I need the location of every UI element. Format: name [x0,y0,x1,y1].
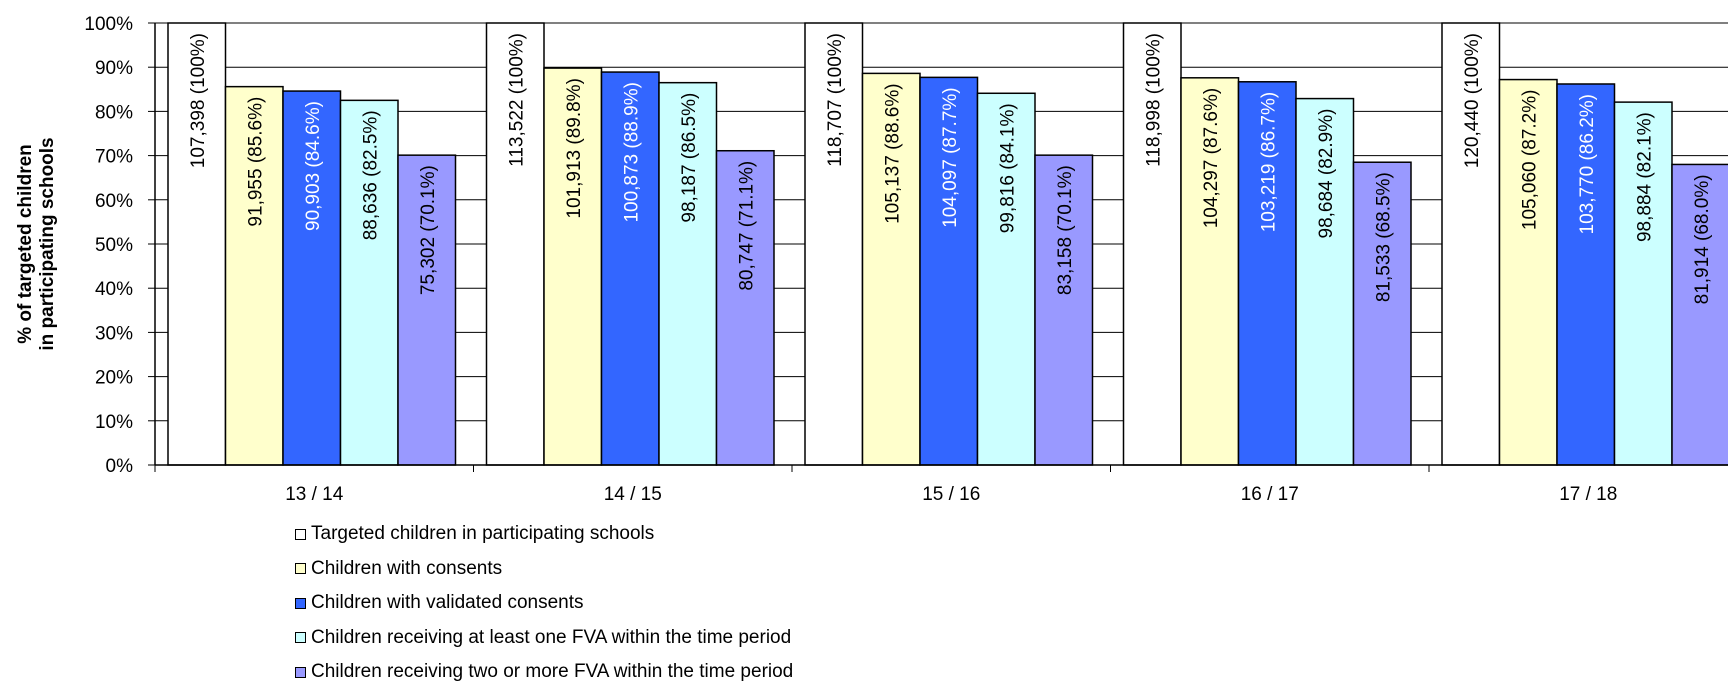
legend-swatch [295,563,306,575]
legend-label: Targeted children in participating schoo… [311,523,655,545]
x-tick-label: 15 / 16 [922,484,980,505]
y-tick-label: 0% [106,456,134,477]
x-tick-label: 14 / 15 [604,484,662,505]
legend-swatch [295,597,306,609]
y-tick-label: 30% [95,323,133,344]
data-label: 75,302 (70.1%) [418,165,439,295]
data-label: 105,137 (88.6%) [882,83,903,224]
data-label: 81,533 (68.5%) [1373,172,1394,302]
y-axis-title-line: in participating schools [37,137,58,350]
data-label: 98,684 (82.9%) [1316,109,1337,239]
legend: Targeted children in participating schoo… [295,517,793,690]
legend-label: Children with consents [311,557,503,579]
data-label: 113,522 (100%) [506,33,527,167]
y-tick-label: 20% [95,368,133,389]
legend-item: Targeted children in participating schoo… [295,517,793,552]
bar [339,99,399,466]
data-label: 80,747 (71.1%) [736,161,757,291]
data-label: 83,158 (70.1%) [1055,165,1076,295]
data-label: 118,998 (100%) [1143,33,1164,167]
legend-label: Children receiving two or more FVA withi… [311,661,794,683]
data-label: 120,440 (100%) [1462,33,1483,168]
bar [1122,22,1182,466]
data-label: 104,297 (87.6%) [1201,88,1222,229]
data-label: 107,398 (100%) [188,33,209,168]
bar [861,72,921,466]
y-tick-label: 100% [84,14,133,35]
bar [1180,77,1240,466]
data-label: 98,884 (82.1%) [1634,112,1655,242]
data-label: 118,707 (100%) [825,33,846,167]
data-label: 100,873 (88.9%) [621,82,642,223]
legend-item: Children receiving two or more FVA withi… [295,655,793,690]
y-tick-label: 60% [95,191,133,212]
bar [485,22,545,466]
legend-label: Children receiving at least one FVA with… [311,626,792,648]
x-tick-label: 13 / 14 [285,484,344,505]
data-label: 103,770 (86.2%) [1577,94,1598,235]
data-label: 98,187 (86.5%) [679,93,700,223]
bar [1613,101,1673,466]
bar [1034,154,1094,466]
y-tick-label: 80% [95,102,133,123]
y-axis-title: % of targeted children in participating s… [15,137,58,350]
y-tick-label: 70% [95,147,133,168]
data-label: 81,914 (68.0%) [1692,174,1713,304]
data-label: 88,636 (82.5%) [360,110,381,240]
data-label: 90,903 (84.6%) [303,101,324,231]
y-tick-label: 90% [95,58,133,79]
bar [658,81,718,466]
bar [715,149,775,466]
legend-swatch [295,666,306,678]
tick-labels: 0% 10% 20% 30% 40% 50% 60% 70% 80% 90% 100% 13 / 14… [84,14,1617,505]
legend-item: Children with validated consents [295,586,793,621]
bar [1556,83,1616,466]
bars: 107,398 (100%) 91,955 (85.6%) 90,903 (84.6… [167,22,1728,466]
y-axis-title-line: % of targeted children [15,144,36,344]
data-label: 104,097 (87.7%) [940,87,961,228]
legend-item: Children receiving at least one FVA with… [295,621,793,656]
bar [1295,97,1355,466]
legend-item: Children with consents [295,552,793,587]
bar [976,92,1036,466]
data-label: 103,219 (86.7%) [1258,92,1279,233]
bar [804,22,864,466]
bar [1441,22,1501,466]
bar [543,67,603,466]
bar [397,154,457,466]
y-tick-label: 10% [95,412,133,433]
x-tick-label: 16 / 17 [1241,484,1299,505]
bar [224,85,284,466]
y-tick-label: 40% [95,279,133,300]
x-tick-label: 17 / 18 [1559,484,1617,505]
bar [1671,163,1728,466]
data-label: 105,060 (87.2%) [1519,90,1540,231]
data-label: 101,913 (89.8%) [564,78,585,219]
data-label: 91,955 (85.6%) [245,97,266,227]
bar [1498,78,1558,466]
bar [1352,161,1412,466]
legend-swatch [295,528,306,540]
bar [1237,81,1297,466]
bar [919,76,979,466]
legend-label: Children with validated consents [311,592,584,614]
data-label: 99,816 (84.1%) [997,103,1018,233]
bar [167,22,227,466]
y-tick-label: 50% [95,235,133,256]
legend-swatch [295,632,306,644]
